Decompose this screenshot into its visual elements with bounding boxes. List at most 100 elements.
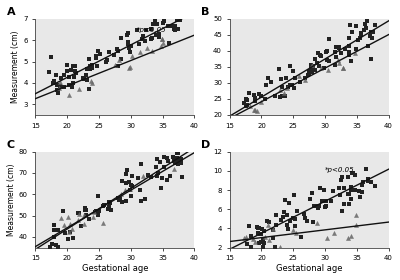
Point — [282, 198, 289, 202]
Point — [270, 227, 276, 232]
Point — [152, 18, 158, 23]
Text: *p<0.05: *p<0.05 — [137, 27, 167, 33]
Point — [119, 179, 125, 184]
Point — [243, 104, 250, 108]
Point — [341, 185, 347, 190]
Point — [65, 230, 72, 234]
Point — [345, 192, 352, 196]
Point — [106, 200, 112, 205]
Point — [89, 81, 96, 86]
Point — [345, 235, 351, 240]
Point — [95, 193, 101, 198]
Point — [241, 101, 248, 106]
Point — [280, 214, 286, 219]
Point — [309, 66, 315, 71]
Point — [124, 33, 130, 37]
Point — [64, 69, 70, 73]
Point — [140, 34, 146, 38]
Point — [125, 41, 131, 46]
Point — [254, 108, 260, 113]
Point — [353, 223, 359, 227]
Point — [125, 40, 131, 45]
Point — [345, 50, 352, 54]
X-axis label: Gestational age: Gestational age — [82, 264, 148, 273]
Point — [318, 66, 324, 70]
Point — [345, 53, 352, 57]
Point — [349, 170, 355, 175]
Point — [305, 73, 311, 77]
Point — [325, 67, 331, 72]
Point — [170, 155, 176, 159]
Point — [316, 203, 322, 208]
Point — [348, 234, 354, 238]
Point — [248, 244, 254, 249]
Point — [338, 209, 345, 213]
Point — [164, 178, 170, 182]
Point — [157, 160, 163, 165]
Point — [352, 51, 358, 55]
Point — [353, 24, 359, 29]
Point — [111, 53, 117, 57]
Point — [172, 157, 178, 162]
Point — [340, 66, 346, 71]
Point — [244, 241, 250, 246]
Point — [278, 77, 284, 81]
Point — [260, 244, 266, 249]
Point — [51, 222, 57, 227]
Point — [81, 207, 88, 212]
Point — [129, 174, 135, 178]
Point — [123, 199, 129, 203]
Point — [281, 210, 287, 215]
Point — [122, 188, 128, 192]
Point — [149, 48, 155, 53]
Point — [159, 41, 166, 45]
Point — [330, 188, 336, 193]
Point — [316, 53, 323, 57]
Point — [86, 64, 93, 68]
Point — [251, 108, 257, 113]
Point — [164, 24, 171, 28]
Point — [281, 91, 287, 95]
Point — [70, 81, 76, 85]
Y-axis label: Measurement (cm): Measurement (cm) — [12, 31, 20, 103]
Point — [117, 36, 124, 40]
Point — [144, 45, 150, 50]
Point — [346, 192, 352, 196]
Point — [308, 63, 314, 67]
Point — [338, 50, 344, 55]
Point — [244, 98, 250, 102]
Point — [106, 204, 112, 209]
Point — [95, 49, 101, 54]
Point — [358, 183, 365, 187]
Point — [278, 218, 284, 222]
Point — [324, 236, 330, 241]
Y-axis label: Measurement (cm): Measurement (cm) — [7, 164, 16, 236]
Point — [296, 80, 303, 85]
Point — [115, 198, 122, 202]
Point — [285, 227, 291, 232]
Point — [72, 63, 78, 68]
Point — [284, 212, 290, 217]
Point — [293, 230, 299, 235]
Point — [252, 96, 258, 101]
Point — [51, 79, 57, 83]
Point — [69, 85, 76, 89]
Point — [266, 238, 272, 243]
Point — [342, 46, 348, 51]
Point — [126, 179, 132, 184]
Point — [76, 212, 82, 217]
Point — [332, 50, 339, 54]
Point — [366, 34, 373, 39]
Point — [128, 44, 134, 48]
Point — [157, 186, 164, 191]
Point — [289, 83, 295, 87]
Point — [64, 214, 71, 219]
Point — [128, 194, 134, 198]
Point — [84, 67, 90, 71]
Point — [336, 45, 342, 50]
Text: D: D — [201, 140, 210, 150]
Point — [140, 174, 146, 178]
Point — [126, 46, 132, 51]
Point — [265, 75, 272, 80]
Point — [370, 29, 376, 34]
